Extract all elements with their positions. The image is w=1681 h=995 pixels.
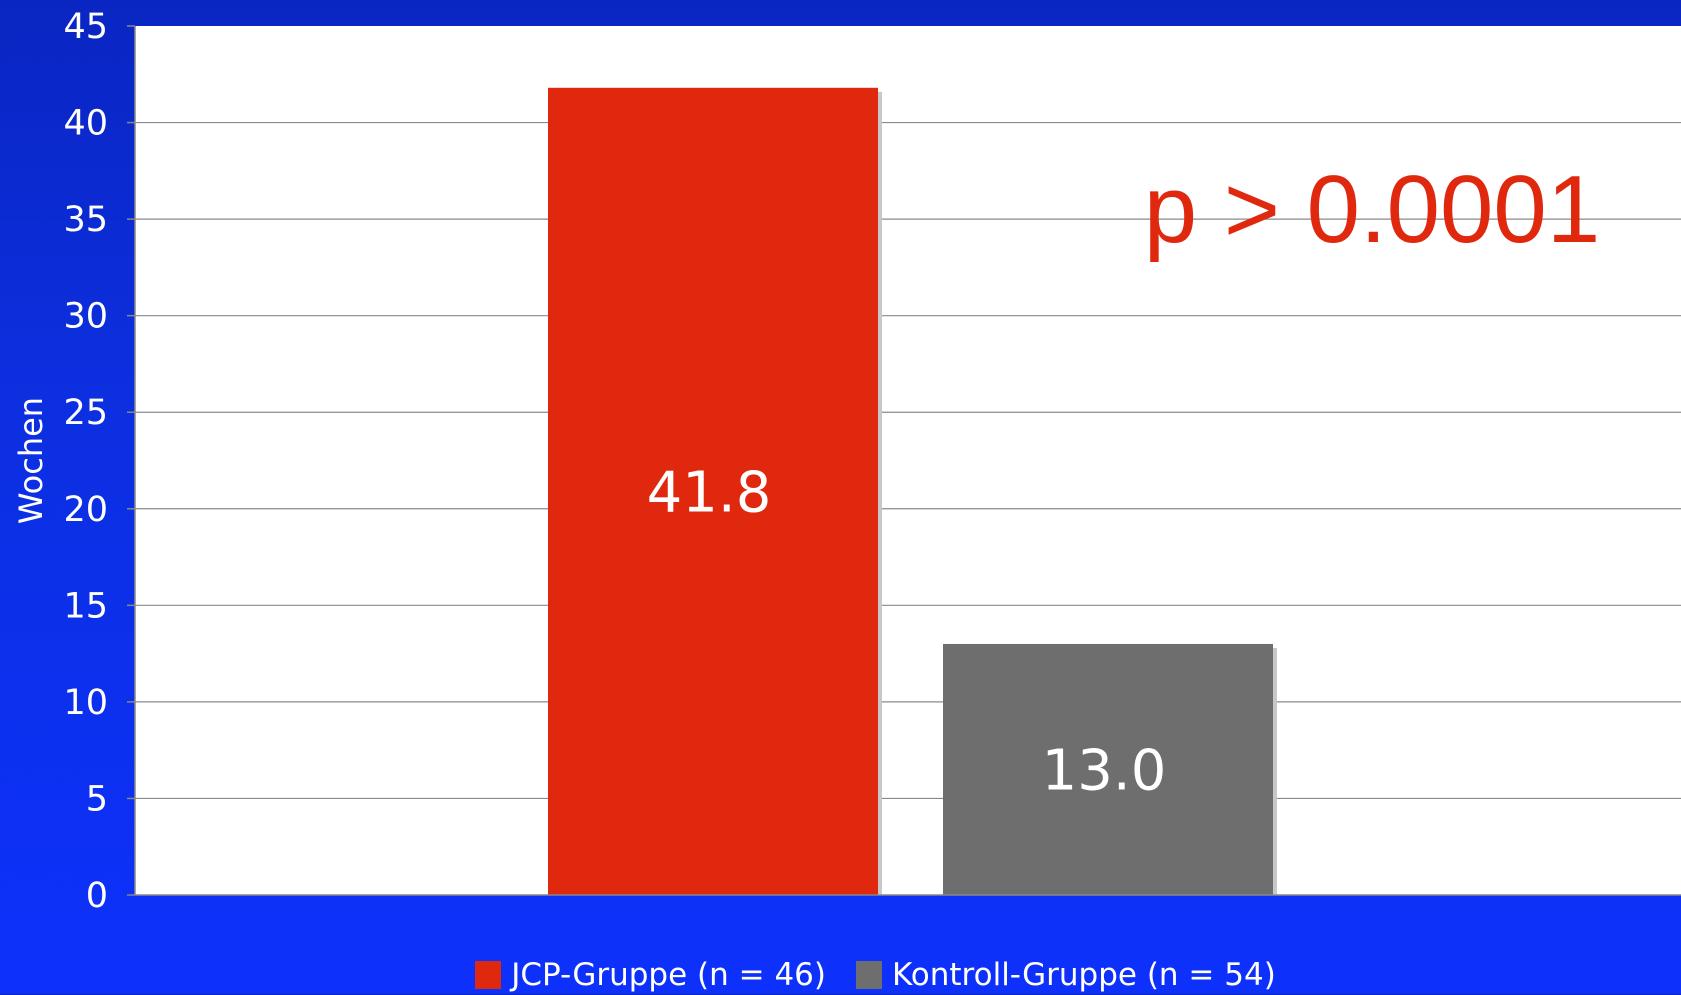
- p-value-annotation: p > 0.0001: [1144, 156, 1600, 263]
- legend: JCP-Gruppe (n = 46) Kontroll-Gruppe (n =…: [0, 955, 1681, 995]
- bars: [548, 87, 1277, 896]
- y-tick-label: 40: [63, 104, 108, 144]
- y-tick-label: 45: [63, 7, 108, 47]
- plot-area: [135, 26, 1681, 895]
- y-tick-label: 0: [86, 876, 108, 916]
- bar-kontroll-gruppe: [943, 643, 1273, 895]
- legend-label-jcp: JCP-Gruppe (n = 46): [511, 957, 826, 993]
- gridlines: [135, 121, 1681, 800]
- y-tick-label: 25: [63, 393, 108, 433]
- bar-value-label: 13.0: [1042, 738, 1167, 803]
- legend-swatch-jcp: [475, 961, 502, 989]
- legend-swatch-kontroll: [856, 961, 882, 989]
- y-axis-title: Wochen: [12, 397, 50, 524]
- bar-jcp-gruppe: [548, 87, 878, 896]
- y-tick-label: 15: [63, 586, 108, 626]
- y-tick-label: 5: [86, 779, 108, 819]
- y-axis-ticks: 0 5 10 15 20 25 30 35 40 45: [63, 7, 135, 916]
- bar-value-label: 41.8: [647, 460, 772, 525]
- y-tick-label: 30: [63, 297, 108, 337]
- legend-entry-kontroll: Kontroll-Gruppe (n = 54): [856, 957, 1276, 993]
- y-tick-label: 10: [63, 683, 108, 723]
- y-tick-label: 20: [63, 490, 108, 530]
- legend-label-kontroll: Kontroll-Gruppe (n = 54): [892, 957, 1276, 993]
- legend-entry-jcp: JCP-Gruppe (n = 46): [475, 957, 826, 993]
- bar-labels: 41.8 13.0: [647, 460, 1167, 803]
- y-tick-label: 35: [63, 200, 108, 240]
